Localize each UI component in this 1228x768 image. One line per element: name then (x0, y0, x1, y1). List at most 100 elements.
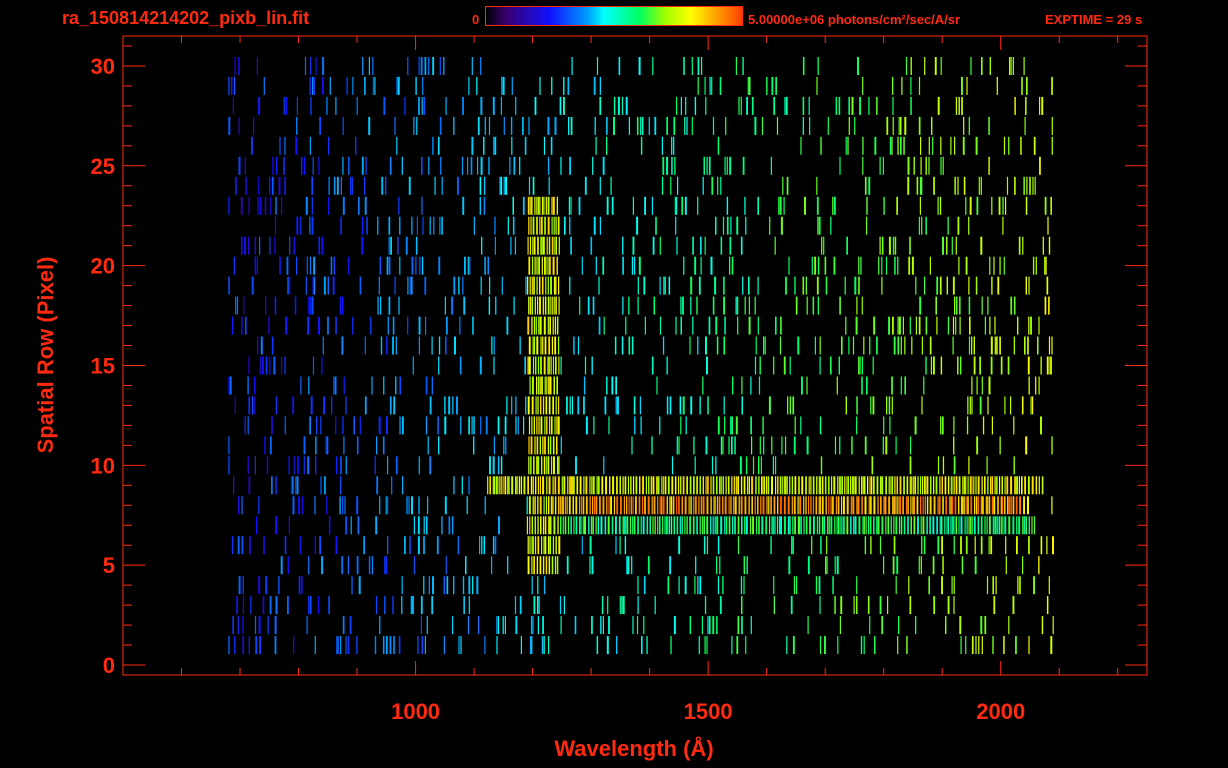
heatmap-cell (1051, 136, 1053, 155)
heatmap-cell (543, 636, 545, 655)
heatmap-cell (428, 576, 430, 595)
heatmap-cell (790, 596, 793, 615)
heatmap-cell (592, 156, 594, 175)
heatmap-cell (382, 436, 385, 455)
heatmap-cell (488, 116, 491, 135)
heatmap-cell (308, 296, 310, 315)
heatmap-cell (1032, 256, 1035, 275)
heatmap-cell (364, 176, 366, 195)
heatmap-cell (323, 396, 326, 415)
heatmap-cell (547, 156, 550, 175)
heatmap-cell (444, 416, 447, 435)
heatmap-cell (528, 496, 531, 515)
heatmap-cell (563, 476, 566, 495)
heatmap-cell (993, 496, 996, 515)
heatmap-cell (991, 496, 993, 515)
heatmap-cell (883, 556, 885, 575)
heatmap-cell (980, 516, 983, 535)
heatmap-cell (774, 236, 776, 255)
heatmap-cell (1050, 196, 1052, 215)
heatmap-cell (740, 576, 743, 595)
heatmap-cell (959, 616, 962, 635)
heatmap-cell (1003, 256, 1005, 275)
heatmap-cell (590, 516, 592, 535)
heatmap-cell (846, 476, 848, 495)
heatmap-cell (984, 616, 987, 635)
heatmap-cell (492, 96, 495, 115)
heatmap-cell (986, 576, 989, 595)
heatmap-cell (604, 516, 607, 535)
heatmap-cell (1001, 476, 1003, 495)
heatmap-cell (716, 556, 718, 575)
heatmap-cell (910, 496, 912, 515)
heatmap-cell (946, 276, 948, 295)
heatmap-cell (559, 496, 561, 515)
heatmap-cell (970, 496, 973, 515)
heatmap-cell (638, 57, 641, 75)
heatmap-cell (1013, 296, 1016, 315)
heatmap-cell (309, 256, 312, 275)
heatmap-cell (401, 596, 403, 615)
heatmap-cell (788, 256, 790, 275)
heatmap-cell (374, 636, 377, 655)
heatmap-cell (932, 356, 935, 375)
heatmap-cell (528, 256, 531, 275)
heatmap-cell (979, 356, 981, 375)
heatmap-cell (662, 496, 665, 515)
heatmap-cell (262, 596, 265, 615)
heatmap-cell (700, 256, 702, 275)
heatmap-cell (236, 596, 238, 615)
heatmap-cell (1047, 216, 1049, 235)
heatmap-cell (837, 496, 840, 515)
heatmap-cell (1009, 496, 1011, 515)
heatmap-cell (538, 256, 540, 275)
heatmap-cell (653, 296, 656, 315)
heatmap-cell (543, 236, 545, 255)
heatmap-cell (465, 556, 467, 575)
heatmap-cell (539, 316, 542, 335)
heatmap-cell (888, 396, 891, 415)
heatmap-cell (233, 76, 236, 95)
heatmap-cell (258, 576, 261, 595)
heatmap-cell (775, 316, 777, 335)
heatmap-cell (812, 476, 815, 495)
heatmap-cell (674, 196, 676, 215)
heatmap-cell (518, 476, 520, 495)
heatmap-cell (472, 316, 474, 335)
heatmap-cell (536, 556, 539, 575)
heatmap-cell (562, 496, 564, 515)
heatmap-cell (846, 516, 849, 535)
heatmap-cell (852, 336, 855, 355)
heatmap-cell (549, 516, 552, 535)
heatmap-cell (783, 196, 785, 215)
heatmap-cell (993, 596, 996, 615)
heatmap-cell (680, 96, 682, 115)
heatmap-cell (525, 396, 527, 415)
heatmap-cell (555, 356, 557, 375)
heatmap-cell (643, 616, 645, 635)
heatmap-cell (284, 356, 286, 375)
heatmap-cell (731, 256, 734, 275)
heatmap-cell (235, 176, 237, 195)
heatmap-cell (1011, 496, 1013, 515)
heatmap-cell (726, 156, 728, 175)
heatmap-cell (860, 256, 862, 275)
heatmap-cell (684, 576, 687, 595)
heatmap-cell (557, 516, 559, 535)
heatmap-cell (413, 116, 415, 135)
heatmap-cell (531, 396, 534, 415)
heatmap-cell (508, 476, 510, 495)
heatmap-cell (693, 496, 695, 515)
heatmap-cell (990, 536, 993, 555)
heatmap-cell (733, 476, 735, 495)
heatmap-cell (940, 156, 942, 175)
heatmap-cell (398, 296, 400, 315)
heatmap-cell (735, 416, 738, 435)
heatmap-cell (789, 476, 791, 495)
heatmap-cell (971, 376, 973, 395)
heatmap-cell (710, 476, 712, 495)
heatmap-cell (389, 396, 392, 415)
heatmap-cell (581, 256, 583, 275)
heatmap-cell (1019, 576, 1021, 595)
heatmap-cell (860, 636, 863, 655)
